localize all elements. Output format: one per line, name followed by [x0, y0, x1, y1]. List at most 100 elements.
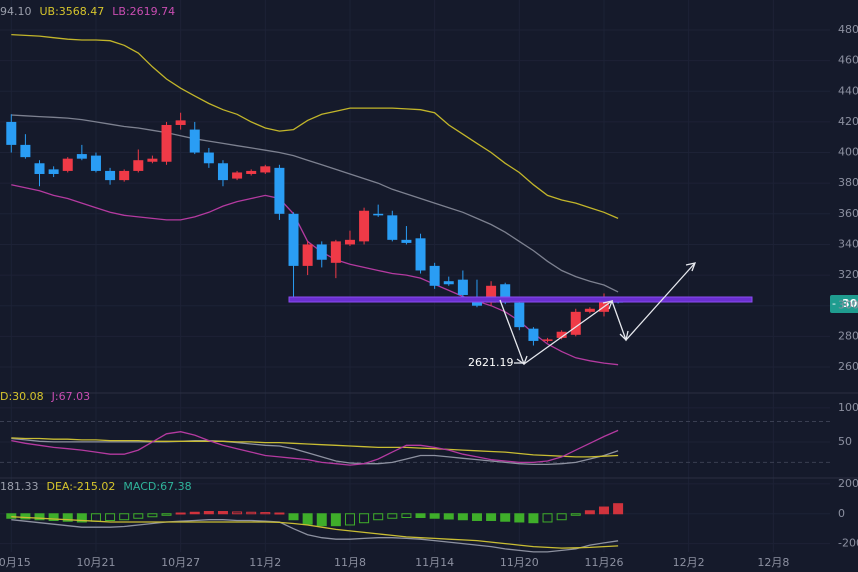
candle-body [429, 265, 440, 286]
grid [0, 0, 830, 552]
macd-bar [316, 513, 327, 527]
candle-body [119, 170, 130, 181]
legend-text: D:30.08 [0, 390, 44, 403]
candle-body [542, 339, 553, 341]
macd-bar [457, 513, 468, 521]
indicator-line [11, 516, 619, 549]
macd-bar [486, 513, 497, 521]
macd-bar [528, 513, 539, 524]
macd-bar [359, 513, 370, 524]
candle-body [514, 302, 525, 328]
legend-text: LB:2619.74 [112, 5, 175, 18]
macd-bar [556, 513, 567, 521]
candle-body [147, 158, 158, 162]
x-tick-label: 10月21 [76, 556, 115, 569]
x-tick-label: 10月15 [0, 556, 31, 569]
candle-body [274, 167, 285, 214]
candle-body [302, 244, 313, 266]
macd-bar [302, 513, 313, 525]
candle-body [20, 144, 31, 158]
macd-bar [415, 513, 426, 518]
macd-bar [20, 513, 31, 520]
legend-text: DEA:-215.02 [47, 480, 116, 493]
y-tick-label: 3400 [838, 237, 858, 250]
macd-bar [62, 513, 73, 522]
y-tick-label: 0 [838, 507, 845, 520]
macd-bar [175, 512, 186, 515]
macd-bar [471, 513, 482, 521]
y-tick-label: 4000 [838, 146, 858, 159]
indicator-line [11, 429, 619, 466]
candle-body [556, 331, 567, 338]
x-tick-label: 10月27 [161, 556, 200, 569]
macd-bar [34, 513, 45, 521]
macd-bar [274, 512, 285, 515]
candle-body [387, 215, 398, 240]
y-tick-label: 2600 [838, 360, 858, 373]
candle-body [344, 239, 355, 245]
candle-body [359, 210, 370, 242]
x-tick-label: 12月8 [757, 556, 789, 569]
macd-bar [189, 511, 200, 515]
macd-bar [584, 510, 595, 515]
macd-bar [373, 513, 384, 521]
candle-body [90, 155, 101, 171]
macd-bar [401, 513, 412, 518]
candle-body [330, 241, 341, 263]
candle-body [584, 308, 595, 312]
indicator-line [11, 437, 619, 458]
candle-body [76, 154, 87, 159]
candle-body [232, 172, 243, 179]
macd-bar [330, 513, 341, 527]
arrow-head [619, 330, 629, 342]
candle-body [246, 170, 257, 174]
macd-bar [260, 512, 271, 515]
candle-body [316, 244, 327, 260]
marks [6, 33, 624, 553]
projection-arrows [499, 262, 697, 366]
low-annotation: 2621.19 [468, 356, 514, 369]
arrow-head [516, 355, 528, 366]
candle-body [486, 285, 497, 303]
price-tag-label: 301 [842, 297, 858, 310]
candle-body [415, 238, 426, 271]
macd-bar [161, 513, 172, 516]
candle-body [288, 213, 299, 266]
candle-body [34, 163, 45, 174]
macd-bar [76, 513, 87, 523]
x-tick-label: 11月8 [334, 556, 366, 569]
macd-bar [613, 503, 624, 515]
legend-text: J:67.03 [51, 390, 90, 403]
macd-bar [598, 506, 609, 515]
candle-body [62, 158, 73, 171]
legend-text: 181.33 [0, 480, 39, 493]
macd-bar [147, 513, 158, 518]
macd-bar [232, 511, 243, 515]
arrow-head [685, 262, 697, 272]
macd-bar [105, 513, 116, 521]
macd-bar [217, 511, 228, 515]
y-tick-label: -200 [838, 537, 858, 550]
y-tick-label: 3600 [838, 207, 858, 220]
x-tick-label: 12月2 [673, 556, 705, 569]
macd-bar [6, 513, 17, 519]
y-tick-label: 200 [838, 477, 858, 490]
candle-body [6, 121, 17, 145]
candle-body [48, 169, 59, 174]
legend-text: 94.10 [0, 5, 32, 18]
macd-bar [119, 513, 130, 521]
candle-body [598, 296, 609, 312]
macd-bar [429, 513, 440, 519]
indicator-line [11, 519, 619, 553]
candle-body [133, 160, 144, 171]
price-tag [830, 295, 858, 313]
y-tick-label: 3800 [838, 176, 858, 189]
macd-bar [570, 513, 581, 516]
macd-bar [48, 513, 59, 521]
x-tick-label: 11月20 [500, 556, 539, 569]
candle-body [217, 163, 228, 181]
